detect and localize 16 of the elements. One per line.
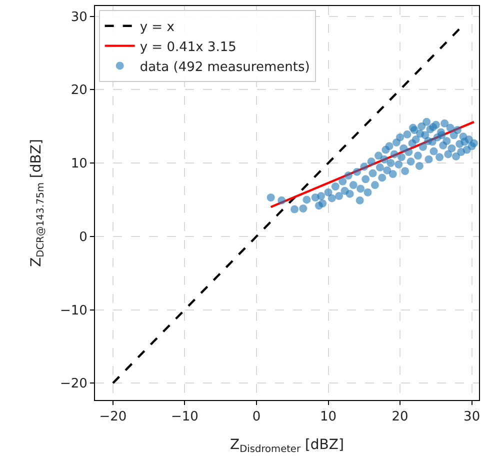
legend-label: data (492 measurements) [140, 60, 310, 75]
y-tick-label: −20 [60, 376, 88, 392]
x-tick-label: 30 [464, 410, 480, 425]
x-tick-label: 10 [320, 410, 337, 425]
legend-label: y = 0.41x 3.15 [140, 40, 236, 55]
x-tick-label: −20 [99, 410, 127, 425]
y-tick-label: 10 [70, 156, 88, 172]
y-tick-label: 30 [70, 10, 88, 25]
x-tick-label: 0 [252, 410, 261, 425]
x-tick-label: 20 [392, 410, 408, 425]
y-tick-label: −10 [60, 303, 88, 318]
y-tick-label: 0 [79, 230, 88, 245]
y-tick-label: 20 [70, 83, 88, 98]
legend-label: y = x [140, 20, 175, 35]
x-tick-label: −10 [171, 410, 198, 425]
x-axis-title: Z$_{Disdrometer}$ [dBZ] [230, 436, 344, 455]
